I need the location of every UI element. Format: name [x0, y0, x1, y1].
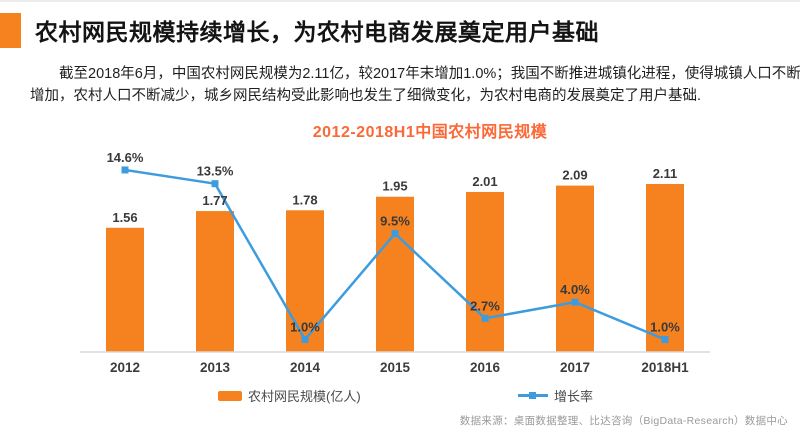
x-tick-2016: 2016 [470, 360, 501, 375]
growth-value-label-2015: 9.5% [380, 214, 410, 229]
line-marker-2013 [211, 180, 219, 188]
growth-value-label-2013: 13.5% [197, 164, 234, 179]
growth-value-label-2018H1: 1.0% [650, 320, 680, 335]
x-tick-2018H1: 2018H1 [641, 360, 689, 375]
bar-2014 [286, 210, 324, 352]
x-tick-2013: 2013 [200, 360, 231, 375]
bar-2018H1 [646, 184, 684, 352]
x-tick-2017: 2017 [560, 360, 590, 375]
x-tick-2015: 2015 [380, 360, 411, 375]
intro-line-2: 增加，农村人口不断减少，城乡网民结构受此影响也发生了细微变化，为农村电商的发展奠… [30, 88, 702, 104]
legend-item-bar-series: 农村网民规模(亿人) [218, 386, 361, 405]
title-accent-bar [0, 13, 21, 48]
x-tick-2014: 2014 [290, 360, 321, 375]
bar-2012 [106, 227, 144, 352]
growth-value-label-2014: 1.0% [290, 320, 320, 335]
growth-value-label-2016: 2.7% [470, 298, 500, 313]
bar-value-label-2015: 1.95 [382, 179, 407, 194]
bar-2013 [196, 211, 234, 352]
growth-value-label-2012: 14.6% [107, 150, 144, 165]
bar-value-label-2013: 1.77 [202, 193, 227, 208]
bar-value-label-2018H1: 2.11 [653, 166, 678, 181]
legend-label-line-series: 增长率 [554, 389, 594, 404]
chart-title: 2012-2018H1中国农村网民规模 [312, 124, 548, 141]
chart-canvas: 1.56 1.77 1.78 1.95 2.01 2.09 2.11 14.6% 13.5% 1.… [80, 150, 710, 375]
bar-value-label-2017: 2.09 [562, 168, 587, 183]
line-marker-2014 [301, 336, 309, 344]
intro-line-1: 截至2018年6月，中国农村网民规模为2.11亿，较2017年末增加1.0%；我… [59, 66, 800, 82]
bar-2015 [376, 196, 414, 352]
bar-value-label-2016: 2.01 [472, 174, 497, 189]
legend-item-line-series: 增长率 [518, 386, 593, 405]
x-tick-2012: 2012 [110, 360, 140, 375]
line-marker-2012 [121, 166, 129, 174]
bar-value-label-2014: 1.78 [292, 192, 317, 207]
bar-2017 [556, 185, 594, 352]
bar-value-label-2012: 1.56 [112, 210, 137, 225]
line-marker-2015 [391, 230, 399, 238]
growth-value-label-2017: 4.0% [560, 282, 590, 297]
chart-legend: 农村网民规模(亿人) 增长率 [0, 386, 800, 404]
line-marker-2018H1 [661, 336, 669, 344]
bar-2016 [466, 191, 504, 352]
intro-paragraph: 截至2018年6月，中国农村网民规模为2.11亿，较2017年末增加1.0%；我… [30, 63, 800, 107]
line-series-marker-icon [518, 389, 548, 402]
legend-label-bar-series: 农村网民规模(亿人) [248, 389, 361, 404]
data-source-note: 数据来源：桌面数据整理、比达咨询（BigData-Research）数据中心 [459, 415, 788, 427]
bar-series-swatch-icon [218, 390, 242, 401]
line-marker-2016 [481, 314, 489, 322]
page-title: 农村网民规模持续增长，为农村电商发展奠定用户基础 [35, 19, 599, 45]
line-marker-2017 [571, 298, 579, 306]
